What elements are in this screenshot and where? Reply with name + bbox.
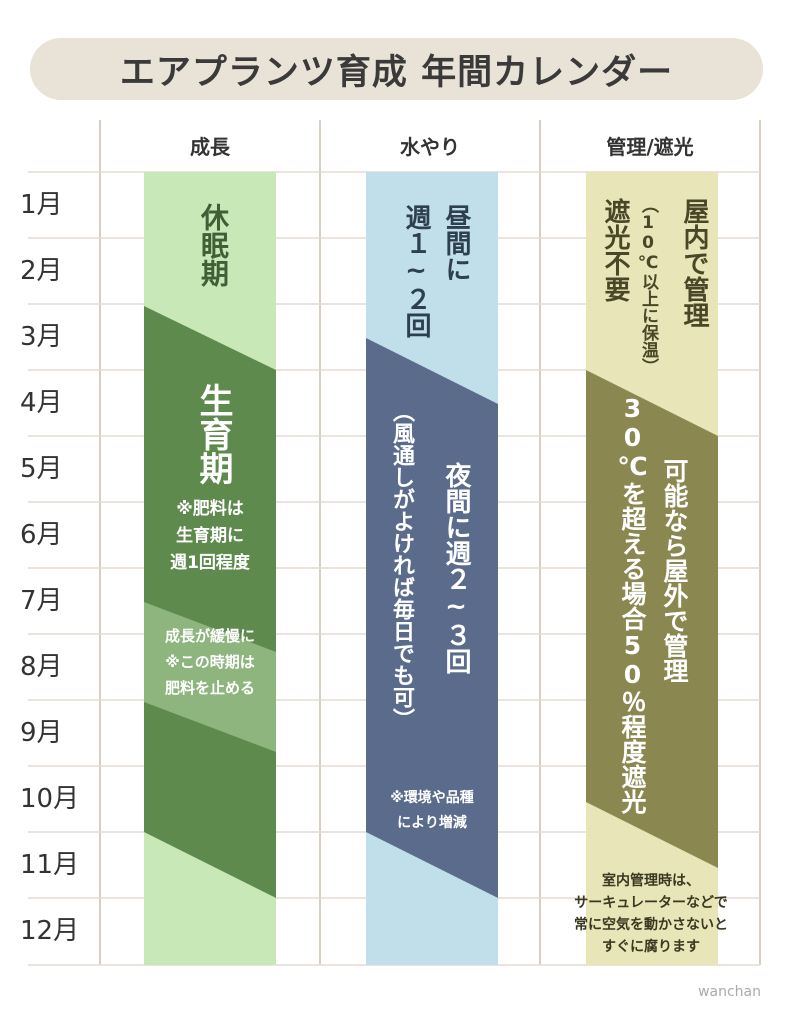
column-header-growth: 成長	[190, 135, 230, 159]
management-indoor-note: （10℃以上に保温）	[638, 196, 658, 375]
management-indoor-label: 屋内で管理	[679, 198, 709, 328]
month-label-11: 11月	[20, 850, 80, 880]
management-indoor-tip: 室内管理時は、 サーキュレーターなどで 常に空気を動かさないと すぐに腐ります	[574, 873, 728, 955]
title-banner: エアプランツ育成 年間カレンダー	[30, 38, 763, 100]
month-label-7: 7月	[20, 586, 63, 616]
month-label-6: 6月	[20, 520, 63, 550]
column-dividers	[99, 120, 761, 965]
growth-fertilizer-note: ※肥料は 生育期に 週1回程度	[170, 499, 250, 573]
month-label-12: 12月	[20, 916, 80, 946]
management-shade-label: 30℃を超える場合50％程度遮光	[618, 394, 647, 814]
month-label-8: 8月	[20, 652, 63, 682]
month-label-4: 4月	[20, 388, 63, 418]
growth-dormant-label: 休眠期	[197, 203, 230, 287]
month-label-2: 2月	[20, 256, 63, 286]
month-label-1: 1月	[20, 190, 63, 220]
page-title: エアプランツ育成 年間カレンダー	[119, 52, 674, 93]
month-label-5: 5月	[20, 454, 63, 484]
water-daytime-frequency: 週１~２回	[401, 204, 431, 338]
water-daytime-label: 昼間に	[441, 204, 471, 282]
water-night-band	[366, 338, 498, 898]
water-night-note: （風通しがよければ毎日でも可）	[389, 400, 414, 730]
column-header-management: 管理/遮光	[606, 135, 694, 159]
management-no-shade-label: 遮光不要	[600, 198, 630, 302]
month-label-10: 10月	[20, 784, 80, 814]
management-outdoor-band	[586, 370, 718, 868]
growth-active-label: 生育期	[193, 383, 233, 485]
water-night-label: 夜間に週２~３回	[441, 462, 471, 674]
growth-active-band	[144, 306, 276, 898]
column-header-water: 水やり	[400, 135, 460, 159]
month-label-3: 3月	[20, 322, 63, 352]
growth-slow-note: 成長が緩慢に ※この時期は 肥料を止める	[164, 627, 255, 697]
management-outdoor-label: 可能なら屋外で管理	[660, 458, 689, 683]
growth-slow-band	[144, 602, 276, 752]
month-label-9: 9月	[20, 718, 63, 748]
credit-watermark: wanchan	[698, 984, 761, 1000]
water-environment-note: ※環境や品種 により増減	[390, 790, 474, 831]
